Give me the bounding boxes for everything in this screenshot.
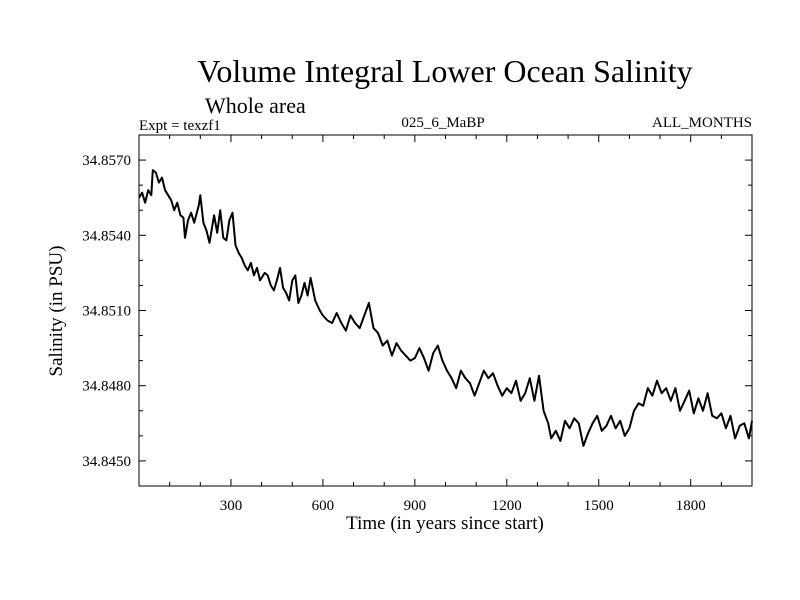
- axis-ticks: [139, 135, 752, 486]
- x-tick-label: 900: [404, 498, 427, 514]
- x-tick-label: 1200: [492, 498, 522, 514]
- plot-frame: [138, 134, 753, 487]
- x-axis-label: Time (in years since start): [346, 513, 544, 534]
- chart-title: Volume Integral Lower Ocean Salinity: [197, 53, 692, 89]
- x-tick-label: 600: [312, 498, 335, 514]
- x-tick-label: 1500: [584, 498, 614, 514]
- y-tick-label: 34.8480: [82, 379, 131, 395]
- x-tick-label: 1800: [676, 498, 706, 514]
- y-tick-labels: 34.8570 34.8540 34.8510 34.8480 34.8450: [82, 153, 131, 470]
- annotation-months: ALL_MONTHS: [652, 115, 752, 131]
- annotation-experiment: Expt = texzf1: [139, 118, 221, 134]
- x-tick-labels: 300 600 900 1200 1500 1800: [220, 498, 706, 514]
- y-tick-label: 34.8510: [82, 304, 131, 320]
- y-axis-label: Salinity (in PSU): [46, 246, 67, 377]
- y-tick-label: 34.8540: [82, 228, 131, 244]
- chart-subtitle: Whole area: [205, 93, 306, 118]
- annotation-period: 025_6_MaBP: [401, 115, 484, 131]
- y-tick-label: 34.8450: [82, 454, 131, 470]
- series-line-salinity: [138, 169, 753, 447]
- x-tick-label: 300: [220, 498, 243, 514]
- y-tick-label: 34.8570: [82, 153, 131, 169]
